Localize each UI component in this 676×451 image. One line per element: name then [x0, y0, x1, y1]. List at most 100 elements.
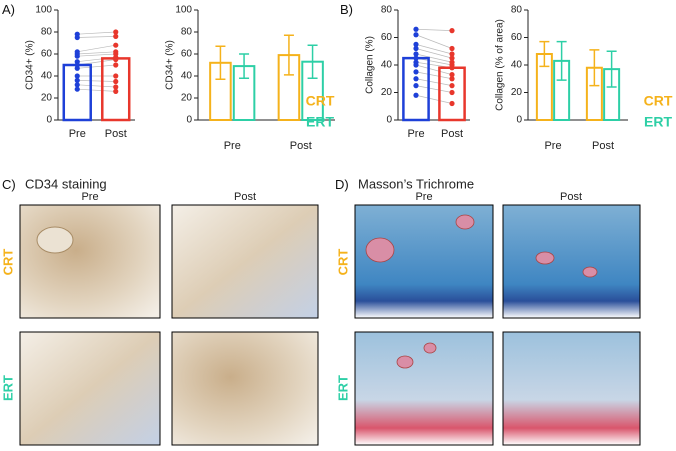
y-tick-label: 20 [181, 93, 193, 104]
pair-line [415, 28, 453, 31]
error-bar [539, 40, 550, 68]
y-tick-label: 100 [175, 5, 192, 16]
panel-title: CD34 staining [25, 176, 107, 191]
masson-images [354, 204, 641, 446]
x-tick-label: Post [441, 128, 463, 140]
pair-line [415, 71, 453, 80]
data-point [113, 84, 119, 90]
data-point [74, 86, 80, 92]
pair-line [77, 36, 116, 38]
data-point [449, 83, 455, 89]
y-axis-label: CD34+ (%) [25, 40, 36, 90]
y-axis-label: Collagen (%) [365, 36, 376, 94]
y-tick-label: 40 [41, 71, 53, 82]
pair-line [415, 48, 453, 59]
y-tick-label: 100 [35, 5, 52, 16]
data-point [113, 56, 119, 63]
y-tick-label: 60 [511, 32, 523, 43]
data-point [413, 69, 419, 75]
error-bar [606, 50, 617, 88]
cd34-images [19, 204, 319, 446]
legend-label: ERT [644, 114, 672, 130]
pair-line [415, 53, 453, 63]
y-tick-label: 60 [181, 49, 193, 60]
data-point [413, 32, 419, 38]
row-label: ERT [335, 375, 350, 401]
data-point [113, 88, 119, 94]
pair-line [77, 51, 116, 55]
tissue-features [365, 214, 598, 369]
data-point [74, 77, 80, 83]
row-label: ERT [0, 375, 15, 401]
y-tick-label: 20 [381, 87, 393, 98]
data-point [413, 26, 419, 32]
data-point [413, 55, 419, 61]
y-tick-label: 80 [181, 27, 193, 38]
data-point [413, 51, 419, 57]
y-tick-label: 0 [186, 115, 192, 126]
histology-image [19, 204, 161, 319]
data-point [413, 41, 419, 47]
data-point [113, 73, 119, 79]
data-point [113, 29, 119, 35]
pair-line [415, 94, 453, 104]
x-tick-label: Post [290, 140, 312, 152]
pair-line [77, 31, 116, 35]
data-point [113, 33, 119, 40]
data-point [113, 78, 119, 85]
column-label: Pre [81, 191, 98, 203]
pair-line [77, 88, 116, 92]
error-bar [307, 44, 318, 79]
legend-label: CRT [644, 93, 673, 109]
pair-line [415, 34, 453, 49]
data-point [449, 55, 455, 61]
y-tick-label: 80 [41, 27, 53, 38]
data-point [413, 92, 419, 98]
legend-label: CRT [306, 93, 335, 109]
x-tick-label: Post [592, 140, 614, 152]
y-tick-label: 80 [381, 5, 393, 16]
data-point [449, 51, 455, 57]
data-point [449, 65, 455, 71]
panel-label: D) [335, 177, 349, 192]
error-bar [589, 49, 600, 87]
panel-label: C) [2, 177, 16, 192]
y-tick-label: 0 [386, 115, 392, 126]
y-tick-label: 20 [41, 93, 53, 104]
y-tick-label: 40 [381, 60, 393, 71]
pair-line [77, 44, 116, 53]
x-tick-label: Post [105, 128, 127, 140]
y-tick-label: 40 [511, 60, 523, 71]
histology-image [502, 331, 641, 446]
x-tick-label: Pre [224, 140, 241, 152]
pair-line [77, 84, 116, 88]
x-tick-label: Pre [544, 140, 561, 152]
column-label: Post [560, 191, 582, 203]
y-axis-label: CD34+ (%) [165, 40, 176, 90]
data-point [413, 45, 419, 52]
pair-line [415, 85, 453, 93]
data-point [74, 73, 80, 79]
y-tick-label: 40 [181, 71, 193, 82]
panel-label: A) [2, 2, 15, 17]
pair-line [77, 53, 116, 57]
data-point [74, 65, 80, 71]
y-tick-label: 0 [46, 115, 52, 126]
data-point [113, 42, 119, 48]
data-point [74, 34, 80, 41]
data-point [113, 62, 119, 68]
y-tick-label: 0 [516, 115, 522, 126]
pair-line [415, 78, 453, 86]
data-point [413, 62, 419, 68]
data-point [449, 89, 455, 96]
y-tick-label: 20 [511, 87, 523, 98]
x-tick-label: Pre [69, 128, 86, 140]
column-label: Post [234, 191, 256, 203]
error-bar [239, 53, 250, 79]
error-bar [556, 40, 567, 81]
y-tick-label: 60 [381, 32, 393, 43]
y-tick-label: 80 [511, 5, 523, 16]
histology-image [171, 331, 319, 446]
